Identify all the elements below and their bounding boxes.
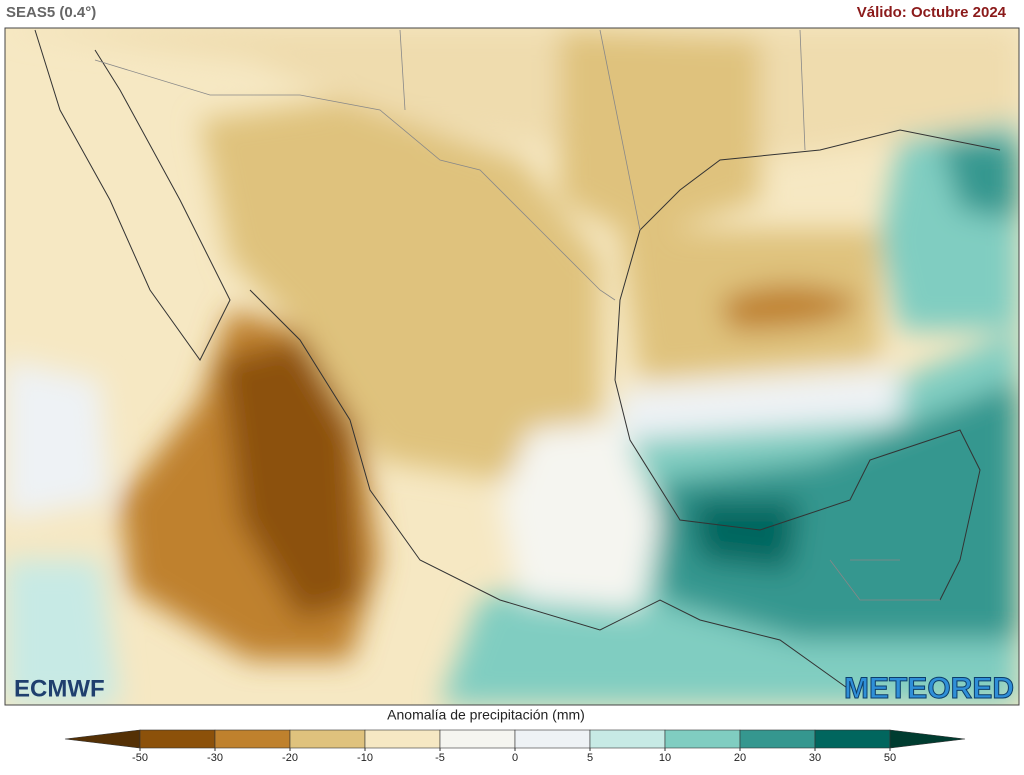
coastline (249, 289, 851, 691)
colorbar-tick-label: -50 (132, 752, 148, 764)
valid-date: Válido: Octubre 2024 (857, 4, 1007, 21)
colorbar-segment (214, 729, 291, 749)
ecmwf-logo: ECMWF (14, 675, 105, 702)
colorbar-tick-label: -5 (435, 752, 445, 764)
anomaly-area (220, 340, 360, 620)
border (399, 29, 806, 231)
anomaly-area (5, 360, 110, 520)
colorbar-tick-label: 5 (587, 752, 593, 764)
colorbar-segment (139, 729, 216, 749)
border (94, 59, 616, 301)
colorbar-extension (889, 729, 966, 749)
anomaly-area (5, 28, 1019, 160)
colorbar-tick-label: 20 (734, 752, 746, 764)
colorbar-segment (814, 729, 891, 749)
model-label: SEAS5 (0.4°) (6, 4, 96, 21)
colorbar: -50 -30 -20 -10 -5 0 5 10 20 30 50 (64, 729, 966, 764)
colorbar-segment (289, 729, 366, 749)
anomaly-area (940, 140, 1019, 220)
anomaly-area (690, 500, 800, 570)
colorbar-segment (439, 729, 516, 749)
colorbar-segment (364, 729, 441, 749)
colorbar-segment (514, 729, 591, 749)
borders (94, 29, 940, 601)
colorbar-segment (664, 729, 741, 749)
colorbar-tick-label: -20 (282, 752, 298, 764)
coastlines (34, 29, 1001, 691)
colorbar-extension (64, 729, 141, 749)
colorbar-tick-label: -30 (207, 752, 223, 764)
colorbar-tick-label: 0 (512, 752, 518, 764)
colorbar-tick-label: 30 (809, 752, 821, 764)
coastline (614, 129, 1001, 601)
map (5, 28, 1019, 705)
anomaly-area (620, 370, 900, 440)
anomaly-area (560, 30, 760, 240)
anomaly-area (660, 380, 1019, 640)
border (829, 559, 940, 601)
anomaly-field (5, 28, 1019, 705)
colorbar-segment (589, 729, 666, 749)
colorbar-tick-label: 50 (884, 752, 896, 764)
anomaly-area (5, 560, 120, 705)
colorbar-tick-label: 10 (659, 752, 671, 764)
colorbar-segment (739, 729, 816, 749)
anomaly-area (500, 420, 660, 610)
colorbar-tick-label: -10 (357, 752, 373, 764)
anomaly-area (200, 100, 600, 480)
colorbar-title: Anomalía de precipitación (mm) (387, 707, 585, 723)
meteored-logo: METEORED (844, 672, 1014, 705)
coastline (34, 29, 231, 361)
anomaly-area (720, 285, 860, 330)
map-frame (4, 27, 1020, 706)
